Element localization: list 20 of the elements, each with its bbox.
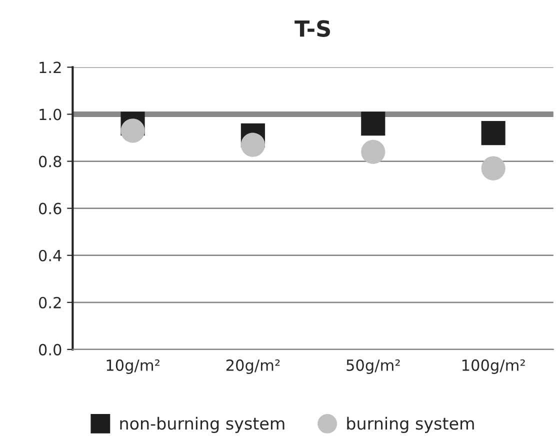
x-tick-label: 100g/m² — [462, 359, 525, 374]
x-tick-label: 20g/m² — [226, 359, 280, 374]
point — [481, 121, 506, 146]
legend-label: burning system — [347, 416, 474, 433]
point — [481, 156, 506, 180]
point — [361, 140, 386, 164]
chart-title: T-S — [294, 20, 330, 37]
y-tick-label: 1.0 — [40, 108, 62, 120]
y-tick-label: 1.2 — [40, 62, 61, 74]
x-tick-label: 10g/m² — [106, 359, 160, 374]
y-tick-label: 0.0 — [38, 344, 62, 356]
legend-label: non-burning system — [120, 416, 284, 433]
x-tick-label: 50g/m² — [346, 359, 400, 374]
y-tick-label: 0.8 — [38, 156, 62, 168]
y-tick-label: 0.4 — [38, 250, 62, 262]
point — [361, 112, 386, 136]
point — [240, 132, 265, 157]
point — [120, 118, 145, 143]
y-tick-label: 0.6 — [38, 202, 62, 214]
y-tick-label: 0.2 — [38, 296, 61, 308]
